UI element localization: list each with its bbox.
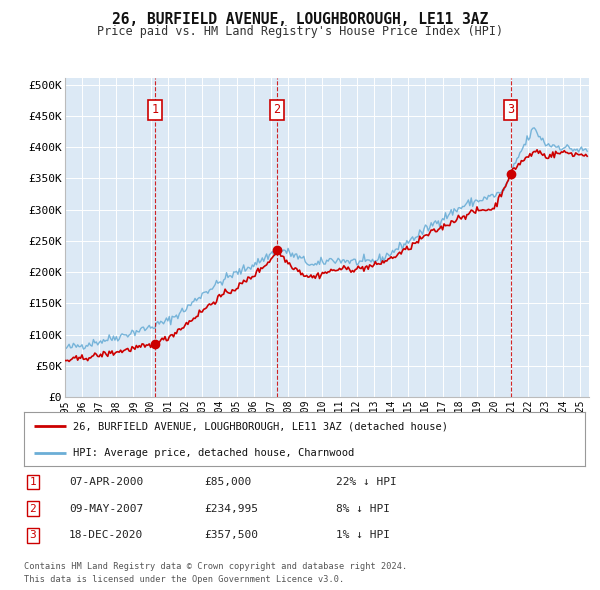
Text: 07-APR-2000: 07-APR-2000 bbox=[69, 477, 143, 487]
Text: Contains HM Land Registry data © Crown copyright and database right 2024.: Contains HM Land Registry data © Crown c… bbox=[24, 562, 407, 571]
Text: 1% ↓ HPI: 1% ↓ HPI bbox=[336, 530, 390, 540]
Text: 2: 2 bbox=[29, 504, 37, 513]
Text: 1: 1 bbox=[152, 103, 159, 116]
Text: £234,995: £234,995 bbox=[204, 504, 258, 513]
Text: 26, BURFIELD AVENUE, LOUGHBOROUGH, LE11 3AZ: 26, BURFIELD AVENUE, LOUGHBOROUGH, LE11 … bbox=[112, 12, 488, 27]
Text: 1: 1 bbox=[29, 477, 37, 487]
Text: 26, BURFIELD AVENUE, LOUGHBOROUGH, LE11 3AZ (detached house): 26, BURFIELD AVENUE, LOUGHBOROUGH, LE11 … bbox=[73, 421, 448, 431]
Text: 2: 2 bbox=[274, 103, 281, 116]
Text: £357,500: £357,500 bbox=[204, 530, 258, 540]
Text: 09-MAY-2007: 09-MAY-2007 bbox=[69, 504, 143, 513]
Text: This data is licensed under the Open Government Licence v3.0.: This data is licensed under the Open Gov… bbox=[24, 575, 344, 584]
Text: 3: 3 bbox=[29, 530, 37, 540]
Text: 8% ↓ HPI: 8% ↓ HPI bbox=[336, 504, 390, 513]
Text: HPI: Average price, detached house, Charnwood: HPI: Average price, detached house, Char… bbox=[73, 448, 355, 457]
Text: 18-DEC-2020: 18-DEC-2020 bbox=[69, 530, 143, 540]
Text: £85,000: £85,000 bbox=[204, 477, 251, 487]
Text: Price paid vs. HM Land Registry's House Price Index (HPI): Price paid vs. HM Land Registry's House … bbox=[97, 25, 503, 38]
Text: 22% ↓ HPI: 22% ↓ HPI bbox=[336, 477, 397, 487]
Text: 3: 3 bbox=[507, 103, 514, 116]
